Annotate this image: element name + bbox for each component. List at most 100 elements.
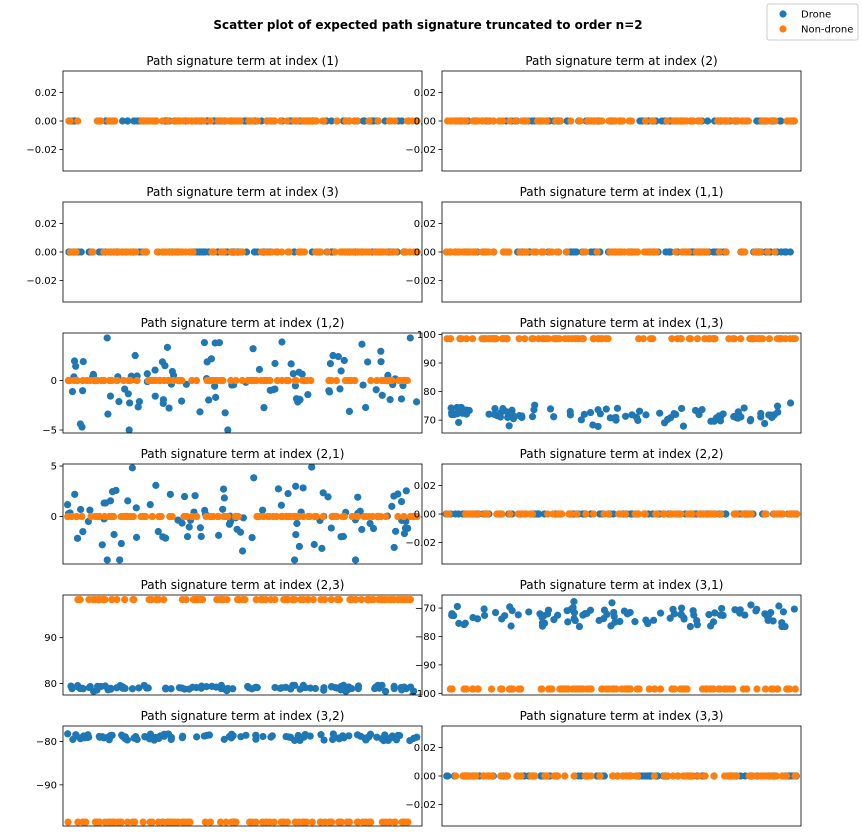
drone-point (359, 381, 367, 389)
drone-point (394, 490, 402, 498)
non-drone-point (106, 248, 114, 256)
y-tick-label: 90 (423, 359, 436, 370)
non-drone-point (312, 512, 320, 521)
non-drone-point (593, 248, 601, 256)
drone-point (93, 686, 101, 694)
non-drone-point (252, 818, 260, 826)
drone-point (358, 525, 366, 534)
non-drone-point (227, 376, 235, 385)
drone-point (113, 684, 121, 692)
drone-point (193, 733, 201, 741)
non-drone-point (148, 595, 156, 604)
non-drone-point (686, 772, 694, 780)
non-drone-point (113, 376, 121, 385)
non-drone-point (79, 818, 87, 826)
drone-point (106, 732, 114, 740)
non-drone-point (142, 117, 150, 125)
drone-point (320, 736, 328, 744)
non-drone-point (254, 117, 262, 125)
non-drone-point (308, 117, 316, 125)
non-drone-point (295, 512, 303, 521)
non-drone-point (333, 117, 341, 125)
non-drone-point (701, 772, 709, 780)
drone-point (550, 413, 558, 421)
non-drone-point (191, 117, 199, 125)
non-drone-point (345, 818, 354, 826)
drone-point (364, 358, 372, 366)
non-drone-point (448, 117, 456, 125)
drone-point (453, 403, 461, 412)
non-drone-point (148, 512, 156, 521)
non-drone-point (295, 248, 303, 256)
non-drone-point (485, 335, 493, 343)
drone-point (295, 542, 303, 551)
non-drone-point (335, 595, 344, 604)
non-drone-point (201, 818, 209, 826)
drone-point (324, 493, 332, 501)
non-drone-point (456, 335, 464, 343)
drone-point (390, 543, 398, 552)
non-drone-point (280, 818, 288, 826)
non-drone-point (155, 512, 163, 521)
non-drone-point (583, 685, 591, 693)
drone-point (63, 501, 72, 509)
drone-point (277, 501, 285, 509)
non-drone-point (293, 117, 301, 125)
non-drone-point (749, 335, 757, 343)
non-drone-point (395, 376, 403, 385)
non-drone-point (542, 335, 551, 343)
drone-point (268, 732, 276, 740)
drone-point (705, 611, 713, 619)
drone-point (306, 684, 315, 692)
non-drone-point (159, 818, 167, 826)
y-tick-label: 0.00 (35, 248, 57, 259)
non-drone-point (752, 772, 760, 780)
non-drone-point (474, 510, 482, 518)
non-drone-point (786, 117, 795, 125)
non-drone-point (708, 510, 716, 518)
drone-point (201, 506, 209, 514)
non-drone-point (133, 376, 141, 385)
non-drone-point (156, 376, 164, 385)
non-drone-point (622, 685, 630, 693)
drone-point (219, 485, 228, 493)
non-drone-point (659, 510, 668, 518)
non-drone-point (745, 772, 753, 780)
drone-point (764, 616, 772, 625)
drone-point (480, 605, 488, 613)
non-drone-point (625, 117, 633, 125)
y-tick-label: −0.02 (405, 276, 436, 287)
non-drone-point (168, 818, 176, 826)
non-drone-point (677, 510, 685, 518)
subplot-10: Path signature term at index (3,1) −70 −80… (409, 578, 802, 700)
drone-point (325, 387, 333, 395)
non-drone-point (267, 117, 275, 125)
drone-point (340, 734, 348, 742)
non-drone-point (462, 685, 470, 693)
non-drone-point (99, 595, 107, 604)
non-drone-point (482, 510, 490, 518)
non-drone-point (68, 512, 76, 521)
data-points (443, 117, 799, 125)
non-drone-point (208, 248, 216, 256)
drone-point (123, 736, 131, 744)
drone-point (686, 622, 694, 631)
non-drone-point (671, 117, 680, 125)
y-tick-label: 0 (51, 376, 57, 387)
drone-point (291, 382, 300, 390)
non-drone-point (700, 248, 708, 256)
drone-point (271, 359, 279, 368)
non-drone-point (753, 685, 761, 693)
non-drone-point (764, 248, 772, 256)
drone-point (669, 605, 677, 613)
non-drone-point (327, 595, 335, 604)
drone-point (336, 385, 344, 393)
drone-point (677, 610, 685, 618)
drone-point (107, 685, 115, 693)
drone-point (613, 404, 622, 412)
drone-point (392, 527, 400, 535)
drone-point (450, 611, 458, 620)
non-drone-point (246, 818, 254, 826)
drone-point (132, 533, 141, 541)
non-drone-point (213, 595, 221, 604)
